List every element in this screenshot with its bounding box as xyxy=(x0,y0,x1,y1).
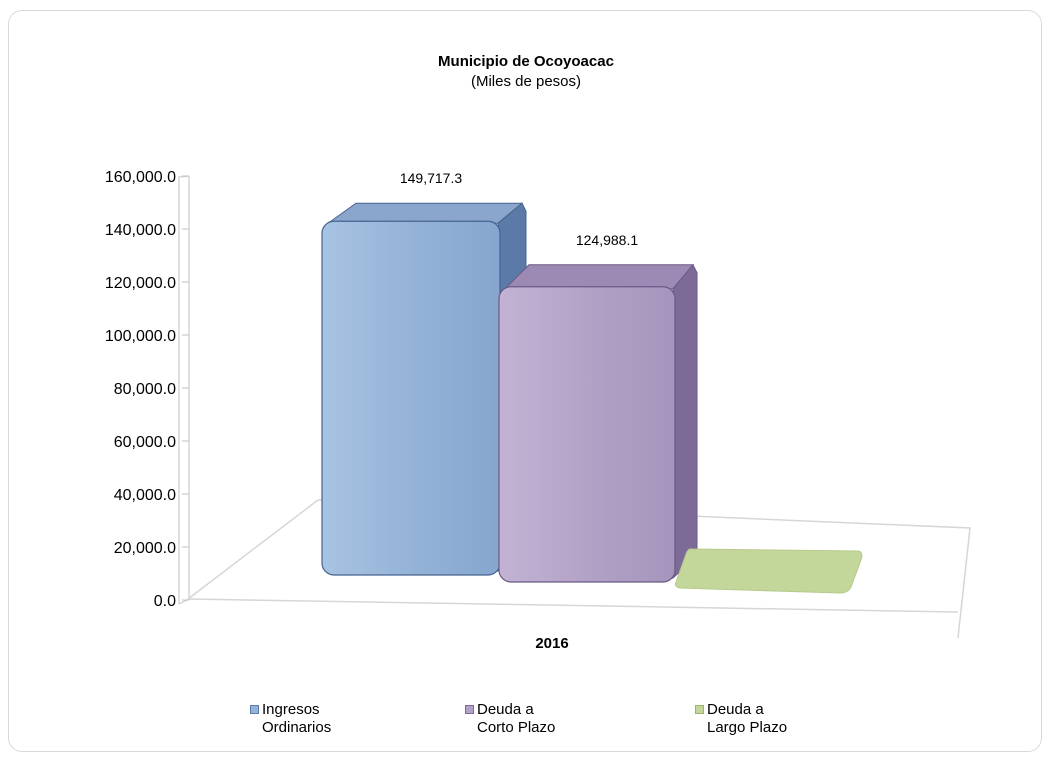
legend-item-2: Deuda a Corto Plazo xyxy=(465,701,635,741)
floor-front-edge xyxy=(178,598,959,613)
y-tick-label: 40,000.0 xyxy=(114,487,176,504)
bar-flat-face xyxy=(675,548,863,594)
bar-top-face xyxy=(326,202,524,224)
bars xyxy=(321,202,863,594)
y-axis: 0.0 20,000.0 40,000.0 60,000.0 80,000.0 100,0… xyxy=(105,169,189,610)
legend-label: Deuda a Corto Plazo xyxy=(477,701,556,736)
bar-1 xyxy=(321,202,527,576)
data-label-2: 124,988.1 xyxy=(576,232,638,248)
legend-swatch xyxy=(465,705,474,714)
bar-3 xyxy=(675,548,863,594)
y-tick-label: 100,000.0 xyxy=(105,328,176,345)
bar-2 xyxy=(498,263,698,583)
legend-swatch xyxy=(250,705,259,714)
y-tick-label: 140,000.0 xyxy=(105,222,176,239)
y-tick-label: 60,000.0 xyxy=(114,434,176,451)
y-tick-label: 0.0 xyxy=(154,593,176,610)
bar-side-face xyxy=(672,263,698,580)
data-label-1: 149,717.3 xyxy=(400,170,462,186)
legend-label: Ingresos Ordinarios xyxy=(262,701,332,736)
data-labels: 149,717.3 124,988.1 xyxy=(400,170,638,248)
y-tick-label: 80,000.0 xyxy=(114,381,176,398)
legend-label: Deuda a Largo Plazo xyxy=(707,701,788,736)
bar-front-face xyxy=(321,220,501,576)
back-wall-left xyxy=(178,175,189,604)
bar-top-face xyxy=(503,264,695,290)
legend-item-1: Ingresos Ordinarios xyxy=(250,701,420,741)
y-tick-label: 120,000.0 xyxy=(105,275,176,292)
legend-item-3: Deuda a Largo Plazo xyxy=(695,701,865,741)
chart-title: Municipio de Ocoyoacac xyxy=(438,53,614,70)
y-tick-label: 160,000.0 xyxy=(105,169,176,186)
legend-swatch xyxy=(695,705,704,714)
chart-subtitle: (Miles de pesos) xyxy=(470,73,582,90)
x-category-label: 2016 xyxy=(535,635,568,652)
bar-front-face xyxy=(498,286,676,583)
y-tick-label: 20,000.0 xyxy=(114,540,176,557)
